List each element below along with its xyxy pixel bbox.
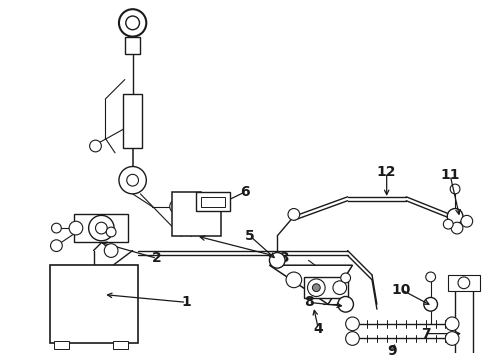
Bar bbox=[304, 277, 347, 298]
Circle shape bbox=[208, 207, 218, 216]
Text: 5: 5 bbox=[245, 229, 255, 243]
Circle shape bbox=[451, 222, 463, 234]
Text: 4: 4 bbox=[314, 322, 323, 336]
Circle shape bbox=[96, 222, 107, 234]
Circle shape bbox=[288, 208, 300, 220]
Circle shape bbox=[106, 227, 116, 237]
Circle shape bbox=[308, 279, 325, 297]
Text: 10: 10 bbox=[392, 283, 411, 297]
Circle shape bbox=[51, 223, 61, 233]
Circle shape bbox=[445, 317, 459, 331]
Circle shape bbox=[119, 9, 147, 37]
Circle shape bbox=[104, 244, 118, 257]
Bar bbox=[201, 197, 225, 207]
Circle shape bbox=[424, 297, 438, 311]
Circle shape bbox=[445, 332, 459, 345]
Text: 1: 1 bbox=[181, 295, 191, 309]
Text: 2: 2 bbox=[152, 251, 162, 265]
Bar bbox=[54, 341, 69, 349]
Text: 6: 6 bbox=[240, 185, 250, 199]
Circle shape bbox=[426, 272, 436, 282]
Circle shape bbox=[286, 272, 302, 288]
Bar bbox=[455, 280, 473, 360]
Circle shape bbox=[90, 140, 101, 152]
Circle shape bbox=[126, 16, 140, 30]
Circle shape bbox=[127, 174, 139, 186]
Bar bbox=[125, 37, 141, 54]
Circle shape bbox=[345, 332, 359, 345]
Circle shape bbox=[170, 200, 183, 213]
Bar bbox=[123, 94, 143, 148]
Circle shape bbox=[458, 277, 470, 289]
Circle shape bbox=[201, 202, 211, 211]
Circle shape bbox=[329, 280, 343, 293]
Text: 3: 3 bbox=[279, 251, 289, 265]
Circle shape bbox=[313, 284, 320, 292]
Text: 12: 12 bbox=[377, 165, 396, 179]
Polygon shape bbox=[270, 265, 352, 304]
Circle shape bbox=[119, 167, 147, 194]
Circle shape bbox=[50, 240, 62, 252]
Circle shape bbox=[341, 273, 350, 283]
Circle shape bbox=[447, 208, 463, 224]
Bar bbox=[448, 275, 480, 291]
Circle shape bbox=[461, 215, 473, 227]
Bar bbox=[74, 215, 128, 242]
Circle shape bbox=[333, 281, 346, 294]
Text: 7: 7 bbox=[421, 327, 431, 341]
Circle shape bbox=[270, 252, 285, 268]
Circle shape bbox=[345, 317, 359, 331]
Circle shape bbox=[338, 297, 353, 312]
Polygon shape bbox=[172, 192, 220, 236]
Circle shape bbox=[69, 221, 83, 235]
Circle shape bbox=[443, 219, 453, 229]
Text: 8: 8 bbox=[304, 295, 314, 309]
Circle shape bbox=[450, 184, 460, 194]
Text: 9: 9 bbox=[387, 344, 396, 358]
Bar bbox=[196, 192, 230, 211]
Text: 11: 11 bbox=[441, 168, 460, 182]
Circle shape bbox=[89, 215, 114, 241]
Bar bbox=[49, 265, 138, 343]
Bar bbox=[113, 341, 128, 349]
